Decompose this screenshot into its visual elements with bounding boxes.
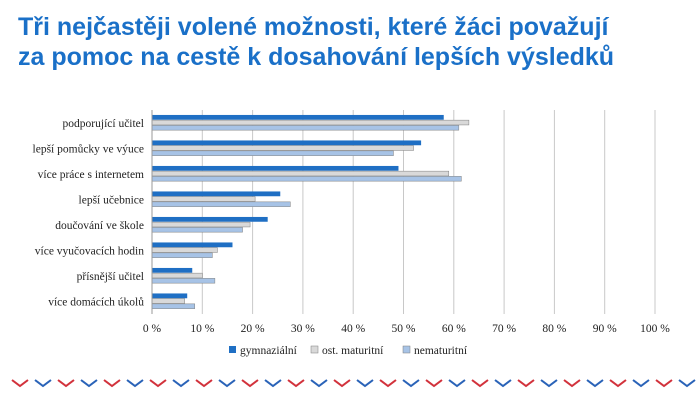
border-chevron <box>34 379 52 388</box>
bar-gymnazialni <box>152 114 444 120</box>
legend-label-nematuritni: nematuritní <box>414 345 468 357</box>
border-chevron <box>172 379 190 388</box>
x-tick-label: 70 % <box>492 323 516 335</box>
border-chevron <box>80 379 98 388</box>
border-chevron <box>333 379 351 388</box>
border-chevron <box>586 379 604 388</box>
border-chevron <box>471 379 489 388</box>
border-chevron <box>195 379 213 388</box>
category-label: více práce s internetem <box>38 169 144 181</box>
bar-ost-maturitni <box>151 272 203 279</box>
border-chevron <box>57 379 75 388</box>
border-chevron <box>126 379 144 388</box>
legend-swatch-nematuritni <box>402 345 411 354</box>
bar-gymnazialni <box>152 191 281 197</box>
border-chevron <box>149 379 167 388</box>
decorative-border <box>11 379 696 388</box>
border-chevron <box>402 379 420 388</box>
bar-nematuritni <box>151 176 462 182</box>
border-chevron <box>678 379 696 388</box>
category-label: podporující učitel <box>63 118 144 130</box>
border-chevron <box>264 379 282 388</box>
category-label: více domácích úkolů <box>48 295 144 308</box>
legend-swatch-ost-maturitni <box>310 345 319 354</box>
x-tick-label: 30 % <box>291 323 315 335</box>
x-tick-label: 0 % <box>143 323 162 335</box>
category-label: doučování ve škole <box>55 220 144 232</box>
bar-gymnazialni <box>152 140 422 146</box>
border-chevron <box>448 379 466 388</box>
border-chevron <box>563 379 581 388</box>
category-label: více vyučovacích hodin <box>35 245 144 257</box>
x-tick-label: 40 % <box>341 323 365 335</box>
bar-chart: podporující učitel lepší pomůcky ve výuce… <box>33 110 670 357</box>
bar-ost-maturitni <box>151 221 251 228</box>
bar-nematuritni <box>151 201 291 207</box>
legend-label-gymnazialni: gymnaziální <box>240 345 298 357</box>
title-line-2: za pomoc na cestě k dosahování lepších v… <box>18 43 615 71</box>
border-chevron <box>494 379 512 388</box>
category-label: lepší učebnice <box>79 194 144 206</box>
category-label: přísnější učitel <box>77 271 144 283</box>
border-chevron <box>241 379 259 388</box>
bar-ost-maturitni <box>151 170 450 177</box>
border-chevron <box>11 379 29 388</box>
chart-title: Tři nejčastěji volené možnosti, které žá… <box>18 12 688 72</box>
border-chevron <box>356 379 374 388</box>
bar-nematuritni <box>151 227 243 233</box>
x-tick-label: 80 % <box>542 323 566 335</box>
bar-ost-maturitni <box>151 119 470 126</box>
x-tick-label: 60 % <box>442 323 466 335</box>
bar-nematuritni <box>151 303 196 309</box>
bar-gymnazialni <box>152 216 268 222</box>
border-chevron <box>103 379 121 388</box>
border-chevron <box>655 379 673 388</box>
bar-nematuritni <box>151 150 394 156</box>
bar-gymnazialni <box>152 293 188 299</box>
border-chevron <box>632 379 650 388</box>
bar-nematuritni <box>151 252 213 258</box>
bar-gymnazialni <box>152 242 233 248</box>
x-tick-label: 100 % <box>640 323 670 335</box>
border-chevron <box>517 379 535 388</box>
border-chevron <box>425 379 443 388</box>
border-chevron <box>310 379 328 388</box>
bar-ost-maturitni <box>151 145 414 151</box>
bar-ost-maturitni <box>151 196 256 202</box>
border-chevron <box>540 379 558 388</box>
x-tick-label: 50 % <box>392 323 416 335</box>
x-tick-label: 10 % <box>190 323 214 335</box>
bar-ost-maturitni <box>151 298 185 304</box>
category-label: lepší pomůcky ve výuce <box>33 142 144 155</box>
bar-ost-maturitni <box>151 247 218 253</box>
border-chevron <box>609 379 627 388</box>
border-chevron <box>218 379 236 388</box>
x-tick-label: 20 % <box>241 323 265 335</box>
border-chevron <box>379 379 397 388</box>
bar-nematuritni <box>151 278 216 284</box>
legend-label-ost-maturitni: ost. maturitní <box>322 345 384 357</box>
legend-swatch-gymnazialni <box>229 346 236 353</box>
x-tick-label: 90 % <box>593 323 617 335</box>
bar-nematuritni <box>151 125 460 131</box>
bar-gymnazialni <box>152 165 399 171</box>
bar-gymnazialni <box>152 267 193 273</box>
title-line-1: Tři nejčastěji volené možnosti, které žá… <box>18 13 609 41</box>
border-chevron <box>287 379 305 388</box>
